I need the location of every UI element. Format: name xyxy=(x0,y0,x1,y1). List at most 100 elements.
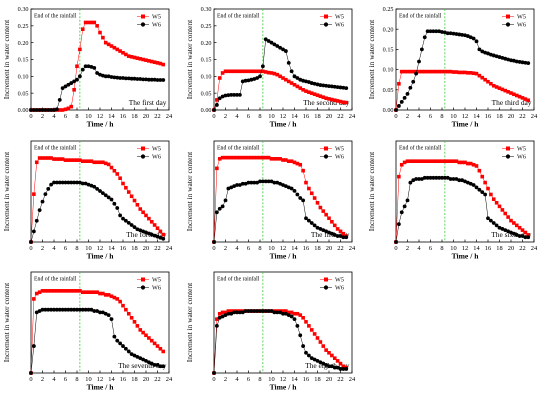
data-point xyxy=(463,70,467,75)
data-point xyxy=(445,175,450,180)
data-point xyxy=(335,85,340,90)
data-point xyxy=(229,155,234,160)
data-point xyxy=(431,175,436,180)
data-point xyxy=(394,108,398,112)
data-point xyxy=(304,180,308,185)
x-tick-label: 22 xyxy=(337,376,343,383)
series-W6 xyxy=(29,307,166,375)
data-point xyxy=(338,367,343,371)
data-point xyxy=(132,320,137,324)
data-point xyxy=(321,228,326,233)
data-point xyxy=(420,159,424,163)
data-point xyxy=(129,315,134,320)
panel-label: The sixth day xyxy=(491,230,532,239)
data-point xyxy=(54,307,59,312)
data-point xyxy=(144,58,148,62)
data-point xyxy=(223,198,228,203)
data-point xyxy=(52,108,56,112)
data-point xyxy=(298,196,303,200)
x-tick-label: 8 xyxy=(258,376,261,383)
data-point xyxy=(408,85,413,90)
x-tick-label: 16 xyxy=(120,245,126,252)
x-tick-label: 12 xyxy=(280,245,286,252)
data-point xyxy=(341,364,346,369)
data-point xyxy=(135,56,140,60)
data-point xyxy=(443,159,447,163)
data-point xyxy=(408,180,413,185)
data-point xyxy=(144,333,148,338)
data-point xyxy=(109,44,114,48)
data-point xyxy=(304,350,308,355)
data-point xyxy=(109,197,114,202)
data-point xyxy=(260,179,265,184)
data-point xyxy=(448,177,453,181)
data-point xyxy=(60,86,65,91)
data-point xyxy=(422,175,427,180)
data-point xyxy=(260,309,265,313)
data-point xyxy=(269,157,274,161)
data-point xyxy=(480,174,485,179)
data-point xyxy=(78,47,82,52)
data-point xyxy=(448,69,453,74)
y-tick-label: 0.00 xyxy=(201,107,212,114)
data-point xyxy=(135,227,140,232)
data-point xyxy=(132,225,137,230)
data-point xyxy=(83,290,88,294)
data-point xyxy=(402,204,407,209)
data-point xyxy=(118,49,122,53)
data-point xyxy=(106,162,111,167)
data-point xyxy=(489,192,493,197)
data-point xyxy=(292,189,297,193)
legend-marker xyxy=(324,14,328,19)
data-point xyxy=(144,77,148,82)
data-point xyxy=(129,352,134,357)
data-point xyxy=(434,29,439,34)
data-point xyxy=(141,210,145,215)
data-point xyxy=(312,223,317,228)
x-tick-label: 0 xyxy=(394,245,397,252)
data-point xyxy=(457,32,462,37)
y-tick-label: 0.10 xyxy=(201,73,212,80)
data-point xyxy=(106,74,111,79)
data-point xyxy=(509,218,513,223)
x-tick-label: 6 xyxy=(64,113,67,120)
y-tick-label: 0.20 xyxy=(201,40,212,47)
data-point xyxy=(445,159,450,163)
data-point xyxy=(284,77,288,82)
data-point xyxy=(46,108,51,112)
data-point xyxy=(124,52,128,57)
data-point xyxy=(329,231,334,236)
data-point xyxy=(327,216,331,221)
data-point xyxy=(75,77,79,82)
data-point xyxy=(123,218,128,223)
data-point xyxy=(229,311,234,316)
data-point xyxy=(425,159,430,163)
data-point xyxy=(60,157,65,161)
data-point xyxy=(477,47,482,52)
data-point xyxy=(124,185,128,190)
data-point xyxy=(40,289,45,293)
data-point xyxy=(292,311,297,316)
data-point xyxy=(43,108,48,112)
data-point xyxy=(80,307,85,312)
x-tick-label: 18 xyxy=(496,245,502,252)
data-point xyxy=(341,100,346,105)
data-point xyxy=(57,180,62,185)
data-point xyxy=(37,309,42,313)
x-tick-label: 24 xyxy=(166,245,173,252)
data-point xyxy=(304,89,308,93)
data-point xyxy=(31,344,36,348)
data-point xyxy=(298,333,303,338)
data-point xyxy=(112,295,117,300)
data-point xyxy=(232,184,237,189)
data-point xyxy=(474,185,479,190)
data-point xyxy=(252,155,257,160)
data-point xyxy=(307,324,311,328)
data-point xyxy=(72,88,76,92)
data-point xyxy=(284,158,288,162)
data-point xyxy=(477,168,482,173)
legend-marker xyxy=(323,154,329,159)
data-point xyxy=(301,315,305,320)
data-point xyxy=(126,190,131,194)
data-point xyxy=(243,309,248,313)
